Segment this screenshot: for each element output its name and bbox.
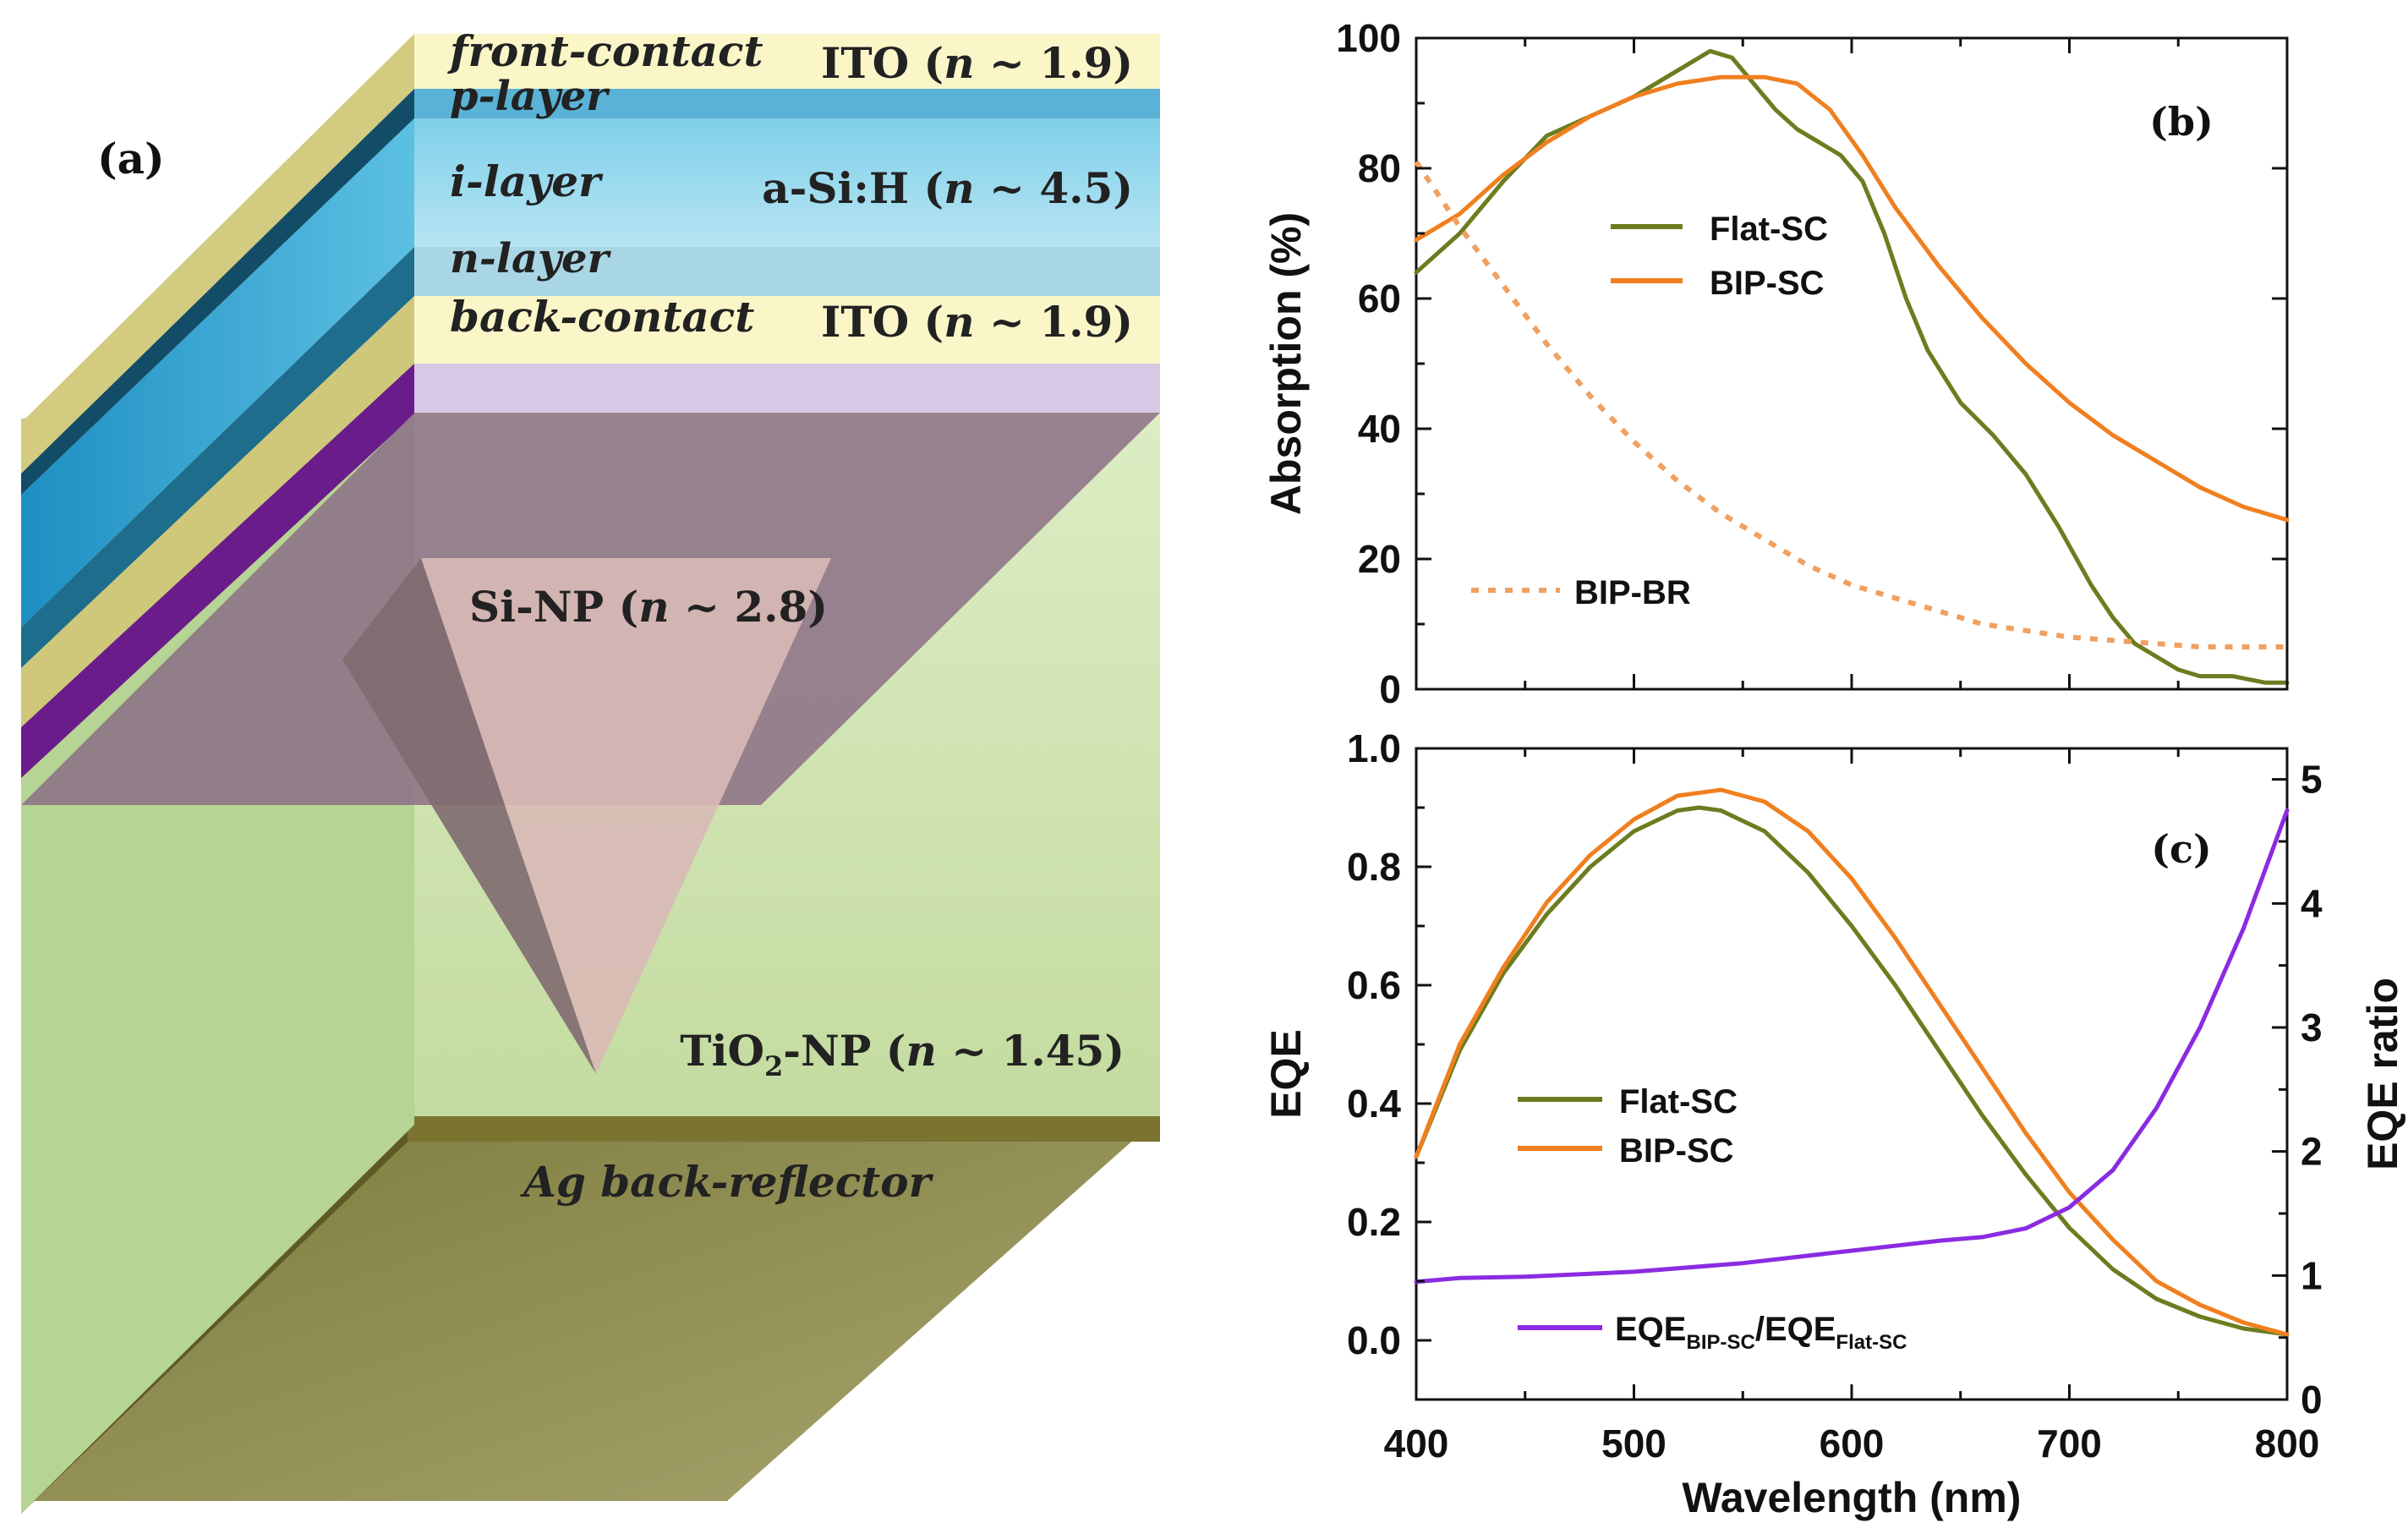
b-ytick-label: 80 bbox=[1358, 146, 1401, 190]
p-layer-side bbox=[21, 89, 414, 495]
c-xtick-label: 800 bbox=[2255, 1422, 2320, 1466]
panel-b-ticks: 0 20 40 60 80 100 bbox=[1336, 16, 2289, 711]
front-contact-material: ITO (n ~ 1.9) bbox=[821, 38, 1133, 88]
back-contact-material: ITO (n ~ 1.9) bbox=[821, 297, 1133, 347]
c-xtick-label: 600 bbox=[1820, 1422, 1885, 1466]
legend-b-flat-label: Flat-SC bbox=[1710, 211, 1828, 248]
si-np-shadow-face bbox=[342, 558, 596, 1074]
b-ytick-label: 20 bbox=[1358, 537, 1401, 581]
legend-b-br-label: BIP-BR bbox=[1574, 574, 1691, 611]
panel-a-label: (a) bbox=[97, 134, 165, 184]
n-layer-label: n-layer bbox=[450, 235, 612, 282]
back-contact-side bbox=[21, 296, 414, 727]
legend-b-bip-label: BIP-SC bbox=[1710, 265, 1825, 302]
legend-c-flat-label: Flat-SC bbox=[1619, 1083, 1738, 1120]
b-ytick-label: 60 bbox=[1358, 277, 1401, 320]
b-series-1 bbox=[1414, 74, 2290, 523]
c-series-0 bbox=[1414, 805, 2290, 1337]
c-series-2 bbox=[1414, 808, 2290, 1285]
i-layer-material: a-Si:H (n ~ 4.5) bbox=[762, 163, 1133, 213]
spacer-front bbox=[414, 364, 1160, 413]
c-ytick-label: 0.4 bbox=[1347, 1082, 1401, 1126]
c-xtick-label: 500 bbox=[1601, 1422, 1666, 1466]
spacer-side bbox=[21, 364, 414, 778]
c-ytick-label: 1.0 bbox=[1347, 726, 1401, 770]
ag-reflector-top-edge bbox=[408, 1116, 1160, 1142]
n-layer-side bbox=[21, 247, 414, 668]
c-ytick-label: 0.2 bbox=[1347, 1200, 1401, 1244]
ag-reflector-top bbox=[21, 1116, 1160, 1501]
panel-c-xlabel: Wavelength (nm) bbox=[1683, 1474, 2022, 1521]
c-y2tick-label: 5 bbox=[2301, 758, 2323, 802]
b-ytick-label: 100 bbox=[1336, 16, 1401, 60]
p-layer-label: p-layer bbox=[450, 73, 610, 120]
front-contact-front bbox=[414, 34, 1160, 89]
c-xtick-label: 400 bbox=[1384, 1422, 1449, 1466]
c-series-1 bbox=[1414, 787, 2290, 1337]
back-contact-front bbox=[414, 296, 1160, 364]
i-layer-label: i-layer bbox=[450, 156, 604, 206]
panel-c-label: (c) bbox=[2151, 826, 2212, 872]
p-layer-front bbox=[414, 89, 1160, 118]
b-series-0 bbox=[1414, 48, 2290, 685]
tio2-np-label: TiO2-NP (n ~ 1.45) bbox=[680, 1026, 1125, 1082]
legend-c-bip-label: BIP-SC bbox=[1619, 1132, 1734, 1170]
i-layer-side bbox=[21, 118, 414, 627]
panel-c-ticks: 400 500 600 700 800 0.0 0.2 0.4 0.6 0.8 1.0 0 1 2 3 4 5 bbox=[1347, 726, 2323, 1466]
panel-c-ylabel: EQE bbox=[1262, 1029, 1310, 1119]
legend-c-ratio-label: EQEBIP-SC/EQEFlat-SC bbox=[1615, 1311, 1907, 1354]
front-contact-side bbox=[21, 34, 414, 474]
c-ytick-label: 0.6 bbox=[1347, 963, 1401, 1007]
c-xtick-label: 700 bbox=[2037, 1422, 2102, 1466]
c-ytick-label: 0.0 bbox=[1347, 1318, 1401, 1362]
panel-c-y2label: EQE ratio bbox=[2359, 978, 2406, 1170]
c-y2tick-label: 3 bbox=[2301, 1005, 2323, 1049]
front-contact-label: front-contact bbox=[447, 26, 763, 76]
panel-c-series bbox=[1414, 787, 2290, 1337]
b-ytick-label: 40 bbox=[1358, 407, 1401, 451]
panel-b-ylabel: Absorption (%) bbox=[1262, 212, 1310, 515]
ag-reflector-label: Ag back-reflector bbox=[520, 1157, 934, 1207]
i-layer-front bbox=[414, 118, 1160, 247]
c-y2tick-label: 2 bbox=[2301, 1130, 2323, 1174]
b-series-2 bbox=[1414, 160, 2287, 649]
back-contact-label: back-contact bbox=[450, 292, 754, 342]
panel-c-eqe-chart: 400 500 600 700 8000.00.20.40.60.81.0012345 … bbox=[1262, 726, 2406, 1521]
c-y2tick-label: 1 bbox=[2301, 1253, 2323, 1297]
c-ytick-label: 0.8 bbox=[1347, 845, 1401, 889]
si-np-front-face bbox=[421, 558, 831, 1074]
panel-a: (a) front-contact ITO (n ~ 1.9) p-layer … bbox=[21, 26, 1160, 1514]
si-np-label: Si-NP (n ~ 2.8) bbox=[469, 582, 828, 632]
c-y2tick-label: 0 bbox=[2301, 1378, 2323, 1422]
panel-b-series bbox=[1414, 48, 2290, 685]
panel-b-label: (b) bbox=[2149, 99, 2214, 145]
b-ytick-label: 0 bbox=[1379, 667, 1401, 711]
c-y2tick-label: 4 bbox=[2301, 881, 2323, 925]
n-layer-front bbox=[414, 247, 1160, 296]
